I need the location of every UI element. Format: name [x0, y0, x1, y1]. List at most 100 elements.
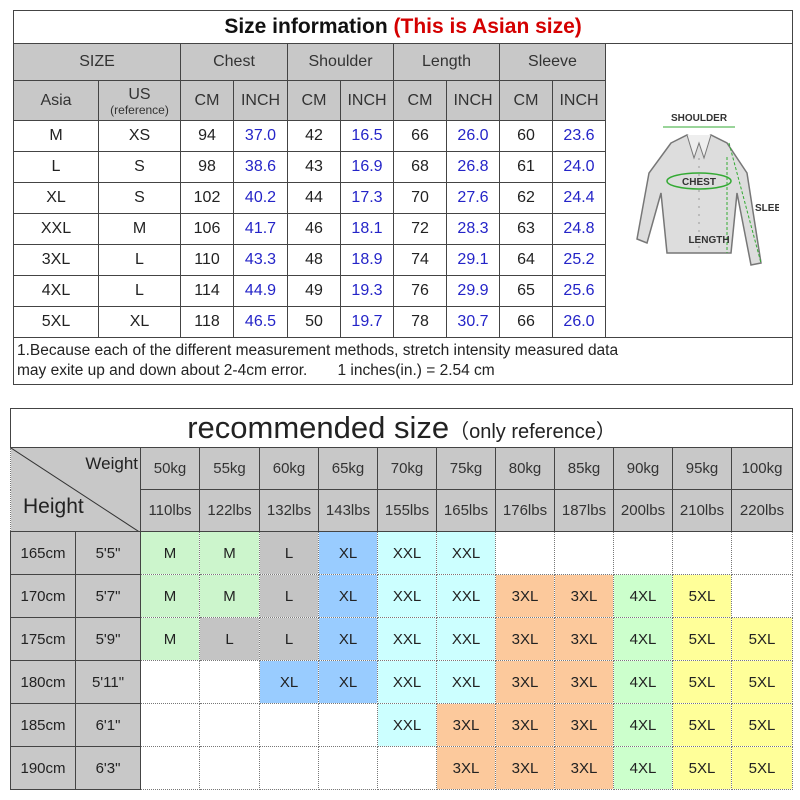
recommended-size-cell: XXL: [377, 531, 437, 575]
us-note: (reference): [110, 102, 169, 117]
height-label: Height: [23, 495, 84, 518]
cm-value: 68: [393, 151, 447, 183]
recommended-size-cell: L: [199, 617, 260, 661]
height-ft: 5'9": [75, 617, 141, 661]
inch-value: 26.8: [446, 151, 500, 183]
label-sleeve: SLEEVE: [755, 203, 779, 214]
height-cm: 165cm: [10, 531, 76, 575]
title-note: (This is Asian size): [393, 15, 582, 38]
shirt-diagram: SHOULDER CHEST SLEEVE LENGTH: [604, 43, 794, 338]
cm-value: 98: [180, 151, 234, 183]
height-row: 175cm 5'9" M L L XL XXL XXL 3XL 3XL 4XL 5XL 5XL: [10, 617, 794, 661]
inch-value: 43.3: [233, 244, 288, 276]
weight-height-corner: Weight Height: [10, 447, 141, 532]
recommended-size-cell: M: [199, 574, 260, 618]
cm-value: 42: [287, 120, 341, 152]
cm-value: 64: [499, 244, 553, 276]
asia-size: 5XL: [13, 306, 99, 338]
inch-value: 26.0: [446, 120, 500, 152]
weight-kg: 85kg: [554, 447, 614, 490]
weight-kg: 100kg: [730, 447, 794, 490]
recommended-size-cell: M: [140, 531, 200, 575]
recommended-size-cell: 3XL: [554, 703, 614, 747]
us-size: M: [98, 213, 181, 245]
weight-label: Weight: [85, 454, 138, 473]
recommended-size-cell: 3XL: [495, 660, 555, 704]
recommended-size-cell: 4XL: [613, 617, 673, 661]
size-row: XXL M 106 41.7 46 18.1 72 28.3 63 24.8: [13, 213, 793, 245]
cm-value: 70: [393, 182, 447, 214]
weight-lbs: 122lbs: [199, 489, 260, 532]
asia-size: M: [13, 120, 99, 152]
recommended-size-cell: XL: [259, 660, 319, 704]
cm-value: 76: [393, 275, 447, 307]
recommended-size-cell: M: [199, 531, 260, 575]
height-row: 185cm 6'1" XXL 3XL 3XL 3XL 4XL 5XL 5XL: [10, 703, 794, 747]
recommended-size-cell: M: [140, 574, 200, 618]
us-size: S: [98, 182, 181, 214]
recommended-size-cell: 5XL: [672, 746, 732, 790]
recommended-size-cell: 5XL: [672, 660, 732, 704]
inch-value: 16.5: [340, 120, 394, 152]
size-row: 5XL XL 118 46.5 50 19.7 78 30.7 66 26.0: [13, 306, 793, 338]
header-sleeve: Sleeve: [499, 43, 606, 81]
recommended-title: recommended size（only reference）: [9, 408, 794, 448]
weight-lbs: 220lbs: [730, 489, 794, 532]
height-ft: 5'7": [75, 574, 141, 618]
recommended-size-cell: XL: [318, 660, 378, 704]
us-size: XL: [98, 306, 181, 338]
height-row: 190cm 6'3" 3XL 3XL 3XL 4XL 5XL 5XL: [10, 746, 794, 790]
recommended-size-cell: 3XL: [554, 574, 614, 618]
cm-value: 48: [287, 244, 341, 276]
weight-kg: 75kg: [436, 447, 496, 490]
header-asia: Asia: [13, 80, 99, 121]
inch-value: 19.7: [340, 306, 394, 338]
height-cm: 175cm: [10, 617, 76, 661]
recommended-size-cell: [140, 746, 200, 790]
recommended-size-cell: [730, 574, 794, 618]
header-us: US (reference): [98, 80, 181, 121]
cm-value: 110: [180, 244, 234, 276]
weight-lbs: 155lbs: [377, 489, 437, 532]
recommended-size-cell: 5XL: [730, 746, 794, 790]
inch-value: 24.4: [552, 182, 606, 214]
diagonal-divider: [11, 448, 139, 531]
note-line: 1.Because each of the different measurem…: [17, 342, 619, 359]
cm-value: 102: [180, 182, 234, 214]
recommended-size-cell: 4XL: [613, 574, 673, 618]
recommended-size-cell: XXL: [436, 574, 496, 618]
inch-value: 17.3: [340, 182, 394, 214]
recommended-size-cell: 3XL: [436, 746, 496, 790]
cm-value: 61: [499, 151, 553, 183]
size-row: L S 98 38.6 43 16.9 68 26.8 61 24.0: [13, 151, 793, 183]
header-size: SIZE: [13, 43, 181, 81]
height-ft: 5'11": [75, 660, 141, 704]
recommended-size-cell: XXL: [436, 617, 496, 661]
recommended-size-cell: 3XL: [495, 746, 555, 790]
recommended-size-cell: [318, 703, 378, 747]
inch-value: 18.1: [340, 213, 394, 245]
recommended-size-cell: 3XL: [495, 574, 555, 618]
us-label: US: [128, 85, 151, 103]
height-ft: 6'3": [75, 746, 141, 790]
recommended-size-cell: [199, 703, 260, 747]
size-row: 3XL L 110 43.3 48 18.9 74 29.1 64 25.2: [13, 244, 793, 276]
inch-value: 19.3: [340, 275, 394, 307]
recommended-size-cell: XXL: [436, 531, 496, 575]
inch-value: 26.0: [552, 306, 606, 338]
weight-kg: 95kg: [672, 447, 732, 490]
recommended-size-cell: XL: [318, 531, 378, 575]
recommended-size-cell: [672, 531, 732, 575]
height-ft: 5'5": [75, 531, 141, 575]
recommended-size-cell: 5XL: [672, 574, 732, 618]
us-size: L: [98, 244, 181, 276]
inch-value: 41.7: [233, 213, 288, 245]
unit-cm: CM: [393, 80, 447, 121]
height-row: 165cm 5'5" M M L XL XXL XXL: [10, 531, 794, 575]
recommended-size-cell: [495, 531, 555, 575]
recommended-size-cell: 4XL: [613, 746, 673, 790]
inch-value: 40.2: [233, 182, 288, 214]
weight-kg: 60kg: [259, 447, 319, 490]
recommended-size-cell: L: [259, 531, 319, 575]
cm-value: 74: [393, 244, 447, 276]
